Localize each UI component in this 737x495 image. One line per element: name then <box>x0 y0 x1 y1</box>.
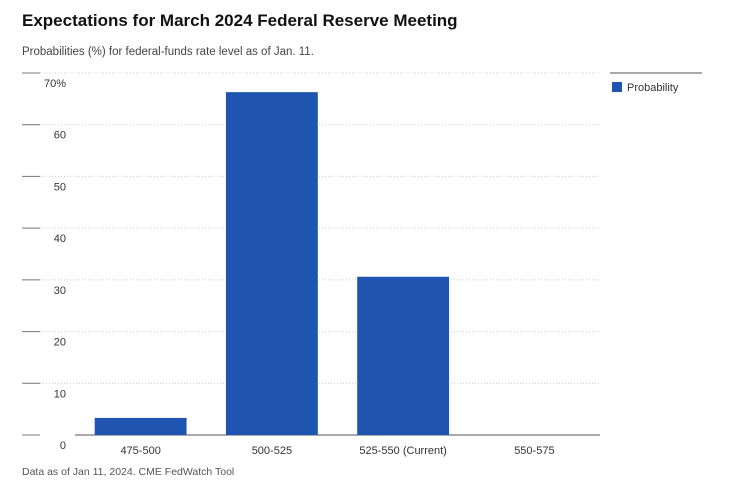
bar <box>225 92 318 436</box>
chart-title: Expectations for March 2024 Federal Rese… <box>22 11 458 30</box>
y-tick-label: 30 <box>54 285 66 297</box>
x-tick-label: 525-550 (Current) <box>359 445 446 457</box>
y-tick-label: 60 <box>54 130 66 142</box>
y-tick-label: 50 <box>54 181 66 193</box>
y-tick-label: 20 <box>54 337 66 349</box>
y-tick-label: 40 <box>54 233 66 245</box>
chart-subtitle: Probabilities (%) for federal-funds rate… <box>22 46 314 58</box>
footnote: Data as of Jan 11, 2024. CME FedWatch To… <box>22 466 234 478</box>
legend-label: Probability <box>627 82 679 94</box>
x-tick-label: 475-500 <box>120 445 160 457</box>
y-tick-label: 70% <box>44 78 66 90</box>
bar <box>357 276 450 435</box>
y-tick-label: 0 <box>60 440 66 452</box>
bar <box>94 417 187 435</box>
y-tick-label: 10 <box>54 388 66 400</box>
legend-swatch <box>612 82 622 92</box>
x-tick-label: 550-575 <box>514 445 554 457</box>
x-tick-label: 500-525 <box>252 445 292 457</box>
